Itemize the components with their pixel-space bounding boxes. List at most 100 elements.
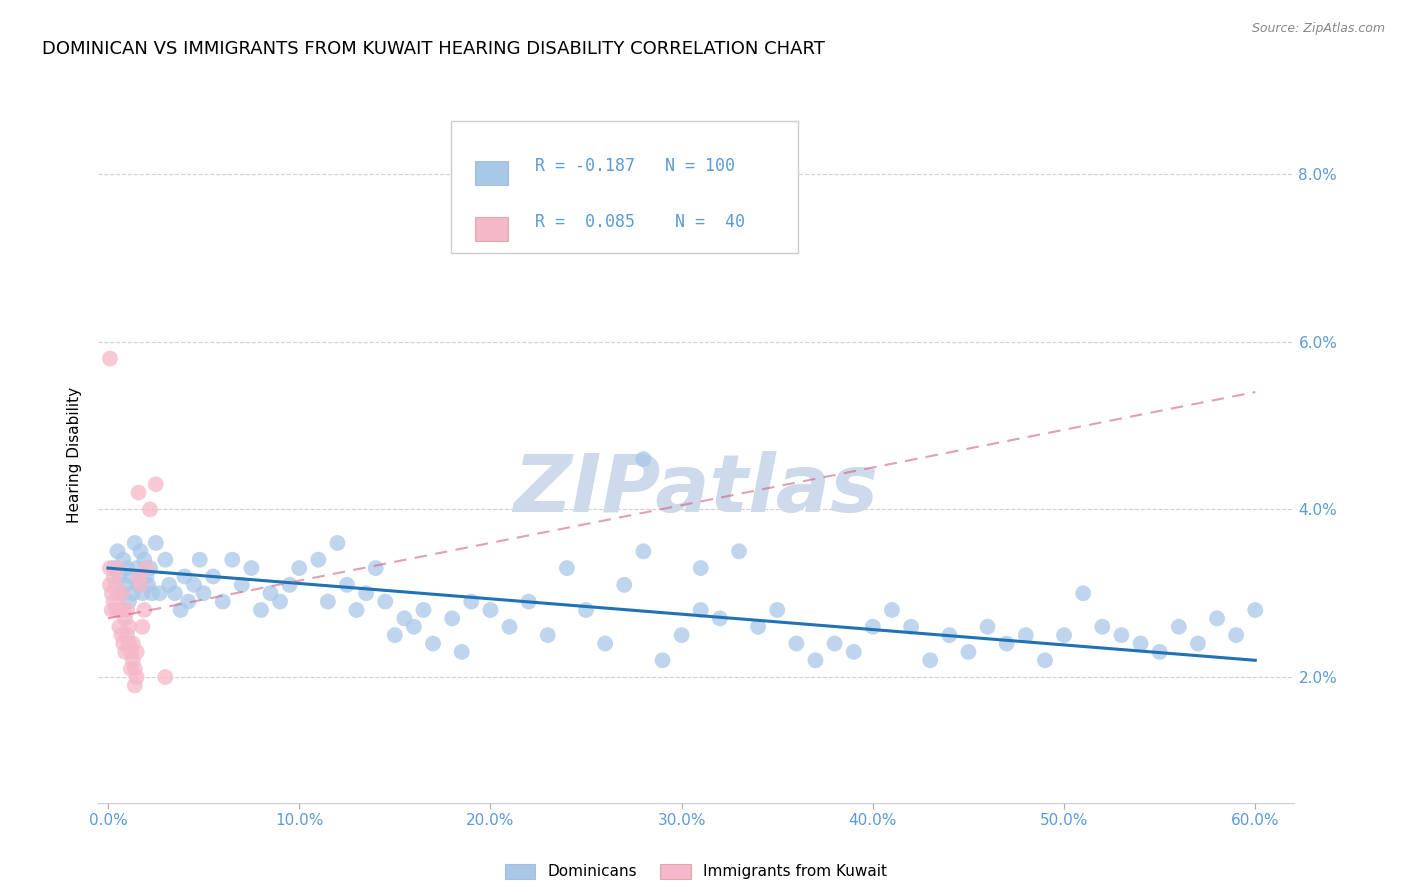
Point bbox=[920, 653, 942, 667]
Point bbox=[104, 578, 127, 592]
Point bbox=[125, 670, 148, 684]
Point bbox=[336, 578, 359, 592]
Point bbox=[134, 603, 156, 617]
Point bbox=[129, 578, 152, 592]
Point bbox=[613, 578, 636, 592]
Point bbox=[112, 603, 135, 617]
Point bbox=[139, 561, 162, 575]
Point bbox=[995, 636, 1018, 650]
Point bbox=[107, 544, 129, 558]
Point bbox=[1187, 636, 1209, 650]
Point bbox=[1033, 653, 1056, 667]
Point bbox=[155, 670, 177, 684]
FancyBboxPatch shape bbox=[475, 161, 508, 186]
Point bbox=[364, 561, 387, 575]
Point bbox=[103, 561, 125, 575]
Point bbox=[107, 561, 129, 575]
Point bbox=[326, 536, 349, 550]
Point bbox=[460, 594, 482, 608]
Point bbox=[316, 594, 339, 608]
Point bbox=[135, 569, 157, 583]
Point bbox=[121, 653, 143, 667]
Point bbox=[689, 561, 711, 575]
Point bbox=[1129, 636, 1152, 650]
Point bbox=[354, 586, 377, 600]
Text: R = -0.187   N = 100: R = -0.187 N = 100 bbox=[534, 157, 734, 175]
Point bbox=[671, 628, 693, 642]
Point bbox=[728, 544, 751, 558]
Point bbox=[108, 603, 131, 617]
Point bbox=[1053, 628, 1076, 642]
Point bbox=[108, 569, 131, 583]
Point bbox=[804, 653, 827, 667]
Text: Source: ZipAtlas.com: Source: ZipAtlas.com bbox=[1251, 22, 1385, 36]
Point bbox=[422, 636, 444, 650]
Y-axis label: Hearing Disability: Hearing Disability bbox=[67, 387, 83, 523]
Point bbox=[250, 603, 273, 617]
Point bbox=[114, 611, 136, 625]
Point bbox=[101, 603, 124, 617]
Point bbox=[1111, 628, 1133, 642]
Point bbox=[114, 645, 136, 659]
Point bbox=[125, 645, 148, 659]
Point bbox=[633, 452, 655, 467]
Point bbox=[128, 578, 150, 592]
Point bbox=[450, 645, 472, 659]
Point bbox=[183, 578, 205, 592]
Point bbox=[1071, 586, 1094, 600]
Point bbox=[124, 536, 146, 550]
Point bbox=[346, 603, 368, 617]
Point bbox=[555, 561, 578, 575]
Point bbox=[131, 620, 153, 634]
Point bbox=[766, 603, 789, 617]
Point bbox=[103, 569, 125, 583]
Point bbox=[517, 594, 540, 608]
Point bbox=[169, 603, 191, 617]
Point bbox=[384, 628, 406, 642]
Point bbox=[880, 603, 903, 617]
Point bbox=[593, 636, 616, 650]
FancyBboxPatch shape bbox=[475, 217, 508, 241]
Point bbox=[121, 586, 143, 600]
Point bbox=[231, 578, 253, 592]
Point bbox=[221, 552, 243, 566]
Point bbox=[862, 620, 884, 634]
Point bbox=[145, 536, 167, 550]
Point bbox=[202, 569, 225, 583]
Point bbox=[131, 586, 153, 600]
Point bbox=[1206, 611, 1229, 625]
Text: R =  0.085    N =  40: R = 0.085 N = 40 bbox=[534, 213, 745, 231]
Point bbox=[124, 678, 146, 692]
Point bbox=[785, 636, 807, 650]
Point bbox=[121, 636, 143, 650]
Point bbox=[157, 578, 180, 592]
Point bbox=[114, 578, 136, 592]
Point bbox=[1167, 620, 1189, 634]
Point bbox=[193, 586, 215, 600]
Point bbox=[163, 586, 186, 600]
Point bbox=[115, 603, 138, 617]
Point bbox=[747, 620, 769, 634]
Point bbox=[976, 620, 998, 634]
Point bbox=[633, 544, 655, 558]
Point bbox=[120, 662, 142, 676]
Legend: Dominicans, Immigrants from Kuwait: Dominicans, Immigrants from Kuwait bbox=[499, 857, 893, 886]
Point bbox=[651, 653, 673, 667]
Point bbox=[240, 561, 263, 575]
FancyBboxPatch shape bbox=[451, 121, 797, 253]
Point bbox=[259, 586, 281, 600]
Point bbox=[128, 569, 150, 583]
Point bbox=[101, 586, 124, 600]
Point bbox=[824, 636, 846, 650]
Point bbox=[307, 552, 329, 566]
Point bbox=[110, 628, 132, 642]
Point bbox=[689, 603, 711, 617]
Point bbox=[115, 561, 138, 575]
Point bbox=[177, 594, 200, 608]
Point bbox=[107, 586, 129, 600]
Point bbox=[173, 569, 195, 583]
Point bbox=[842, 645, 865, 659]
Point bbox=[120, 645, 142, 659]
Point bbox=[188, 552, 211, 566]
Point bbox=[1244, 603, 1267, 617]
